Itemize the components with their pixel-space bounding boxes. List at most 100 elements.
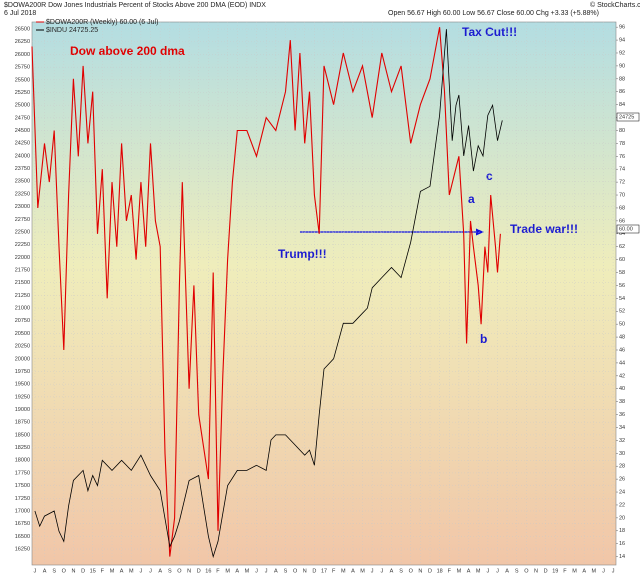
x-tick-label: A: [582, 568, 586, 574]
y2-tick-label: 38: [619, 399, 625, 405]
annotation: b: [480, 332, 487, 346]
x-tick-label: M: [457, 568, 462, 574]
y2-tick-label: 48: [619, 335, 625, 341]
x-tick-label: N: [303, 568, 307, 574]
y-tick-label: 18250: [15, 445, 30, 451]
y-tick-label: 24250: [15, 141, 30, 147]
x-tick-label: J: [371, 568, 374, 574]
y2-tick-label: 90: [619, 63, 625, 69]
x-tick-label: S: [52, 568, 56, 574]
x-tick-label: J: [149, 568, 152, 574]
y2-tick-label: 86: [619, 89, 625, 95]
y2-tick-label: 84: [619, 102, 625, 108]
y-tick-label: 16750: [15, 521, 30, 527]
y-tick-label: 21750: [15, 267, 30, 273]
value-tag: 60.00: [619, 226, 633, 232]
y2-tick-label: 60: [619, 257, 625, 263]
y2-tick-label: 78: [619, 141, 625, 147]
y-tick-label: 18500: [15, 432, 30, 438]
y2-tick-label: 64: [619, 231, 625, 237]
y2-tick-label: 42: [619, 373, 625, 379]
x-tick-label: 16: [205, 568, 211, 574]
y2-tick-label: 32: [619, 438, 625, 444]
x-tick-label: N: [187, 568, 191, 574]
y-tick-label: 24000: [15, 153, 30, 159]
data-line: [34, 29, 503, 559]
x-tick-label: J: [255, 568, 258, 574]
y2-tick-label: 18: [619, 528, 625, 534]
x-tick-label: J: [265, 568, 268, 574]
x-tick-label: A: [235, 568, 239, 574]
x-tick-label: S: [515, 568, 519, 574]
x-tick-label: D: [428, 568, 432, 574]
y-tick-label: 16500: [15, 534, 30, 540]
value-tag-box: [616, 224, 640, 234]
x-tick-label: A: [467, 568, 471, 574]
y2-tick-label: 20: [619, 515, 625, 521]
annotation: Trade war!!!: [510, 222, 578, 236]
x-tick-label: M: [572, 568, 577, 574]
y-tick-label: 19000: [15, 407, 30, 413]
y2-tick-label: 40: [619, 386, 625, 392]
y2-tick-label: 80: [619, 128, 625, 134]
y-tick-label: 26250: [15, 39, 30, 45]
y-tick-label: 23750: [15, 166, 30, 172]
y2-tick-label: 92: [619, 50, 625, 56]
y-tick-label: 17500: [15, 483, 30, 489]
x-tick-label: F: [216, 568, 220, 574]
y-tick-label: 24500: [15, 128, 30, 134]
y2-tick-label: 30: [619, 451, 625, 457]
y2-tick-label: 54: [619, 296, 625, 302]
x-tick-label: 19: [552, 568, 558, 574]
x-tick-label: F: [563, 568, 567, 574]
y-tick-label: 25000: [15, 103, 30, 109]
y-tick-label: 22000: [15, 255, 30, 261]
y2-tick-label: 26: [619, 477, 625, 483]
x-tick-label: M: [341, 568, 346, 574]
y-tick-label: 17750: [15, 470, 30, 476]
y2-tick-label: 16: [619, 541, 625, 547]
x-tick-label: J: [612, 568, 615, 574]
x-tick-label: N: [534, 568, 538, 574]
legend-entry: $INDU 24725.25: [46, 27, 98, 34]
y-tick-label: 18000: [15, 458, 30, 464]
x-tick-label: O: [409, 568, 414, 574]
y-tick-label: 25250: [15, 90, 30, 96]
x-tick-label: J: [140, 568, 143, 574]
annotation: c: [486, 169, 493, 183]
chart-title: $DOWA200R Dow Jones Industrials Percent …: [4, 2, 266, 9]
x-tick-label: D: [197, 568, 201, 574]
y-tick-label: 18750: [15, 420, 30, 426]
ohlc: Open 56.67 High 60.00 Low 56.67 Close 60…: [388, 10, 599, 17]
x-tick-label: M: [129, 568, 134, 574]
y-tick-label: 17000: [15, 508, 30, 514]
x-tick-label: S: [399, 568, 403, 574]
y-tick-label: 20750: [15, 318, 30, 324]
x-tick-label: N: [418, 568, 422, 574]
value-tag: 24725: [619, 114, 634, 120]
y-tick-label: 22750: [15, 217, 30, 223]
x-tick-label: A: [158, 568, 162, 574]
y-tick-label: 26500: [15, 27, 30, 33]
x-tick-label: 15: [90, 568, 96, 574]
annotation: a: [468, 192, 475, 206]
x-tick-label: M: [245, 568, 250, 574]
x-tick-label: M: [476, 568, 481, 574]
y-tick-label: 23000: [15, 204, 30, 210]
y2-tick-label: 14: [619, 554, 625, 560]
x-tick-label: M: [110, 568, 115, 574]
y2-tick-label: 24: [619, 489, 625, 495]
x-tick-label: A: [274, 568, 278, 574]
x-tick-label: M: [592, 568, 597, 574]
y-tick-label: 23500: [15, 179, 30, 185]
y2-tick-label: 68: [619, 205, 625, 211]
y2-tick-label: 28: [619, 464, 625, 470]
y2-tick-label: 58: [619, 270, 625, 276]
x-tick-label: J: [602, 568, 605, 574]
y-tick-label: 19750: [15, 369, 30, 375]
y2-tick-label: 56: [619, 283, 625, 289]
x-tick-label: O: [177, 568, 182, 574]
x-tick-label: O: [62, 568, 67, 574]
annotation: Dow above 200 dma: [70, 44, 185, 58]
